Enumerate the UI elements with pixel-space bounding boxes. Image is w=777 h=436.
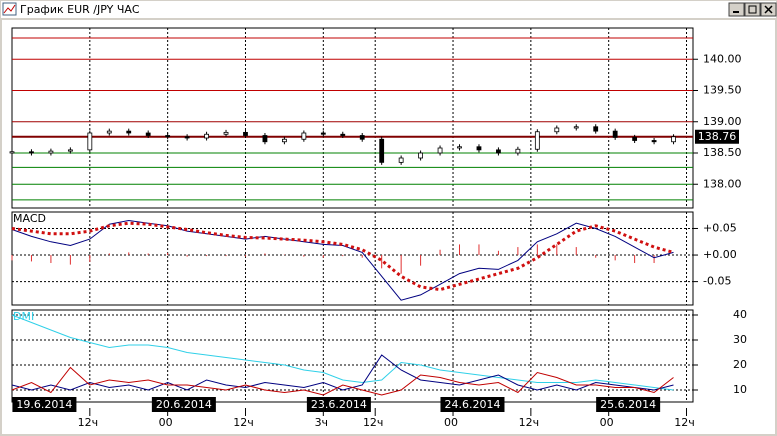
indicator-line [11,354,674,391]
candle-body [281,138,287,143]
date-label: 23.6.2014 [311,398,367,411]
candle-body [554,127,560,133]
indicator-line [11,314,674,391]
y-tick-label: 138.00 [703,177,742,190]
close-button[interactable] [760,2,777,17]
x-tick-label: 12ч [233,416,254,429]
window-title: График EUR /JPY ЧАС [20,3,140,16]
indicator-line [11,219,674,301]
date-label: 19.6.2014 [16,398,72,411]
candle-body [418,152,424,159]
candle-body [476,146,482,151]
candle-body [106,130,112,134]
y-tick-label: 139.50 [703,84,742,97]
candle-body [320,132,326,135]
indicator-line [11,366,674,396]
x-tick-label: 00 [159,416,173,429]
x-tick-label: 12ч [363,416,384,429]
candle-body [612,130,618,138]
y-tick-label: 30 [733,333,747,346]
y-tick-label: +0.05 [703,221,737,234]
date-label: 20.6.2014 [156,398,212,411]
candle-body [379,138,385,163]
candle-body [9,151,15,154]
candle-body [632,136,638,141]
candle-body [145,132,151,136]
candle-body [457,146,462,149]
candle-body [67,149,73,152]
x-tick-label: 12ч [78,416,99,429]
candle-body [223,131,229,135]
date-label-box [596,397,661,412]
x-tick-label: 3ч [315,416,329,429]
y-tick-label: 140.00 [703,52,742,65]
candle-body [534,131,540,150]
panel-title: DMI [13,310,34,323]
candle-body [593,126,599,132]
date-label-box [440,397,505,412]
candle-body [671,136,676,143]
candle-body [29,151,34,154]
candle-body [165,135,171,138]
candle-body [204,133,209,139]
x-tick-label: 12ч [519,416,540,429]
candle-body [126,130,132,134]
date-label-box [306,397,371,412]
candle-body [359,135,365,140]
y-tick-label: 139.00 [703,115,742,128]
candle-body [243,131,248,136]
candle-body [87,132,93,151]
panel-title: MACD [13,212,46,225]
y-tick-label: 40 [733,308,747,321]
y-tick-label: +0.00 [703,248,737,261]
date-label-box [151,397,216,412]
y-tick-label: 10 [733,383,747,396]
title-bar [1,1,776,18]
date-label: 25.6.2014 [600,398,656,411]
candle-body [398,157,404,163]
panel-frame [11,309,694,403]
x-tick-label: 12ч [674,416,695,429]
window-icon-graph [3,4,16,14]
y-tick-label: 138.50 [703,146,742,159]
signal-line [11,221,674,292]
minimize-button[interactable] [728,2,745,17]
last-price-box [695,129,739,144]
x-tick-label: 00 [444,416,458,429]
candle-body [301,132,307,140]
date-label-box [12,397,77,412]
restore-button[interactable] [744,2,761,17]
y-tick-label: -0.05 [703,275,731,288]
candle-body [262,135,268,143]
x-tick-label: 00 [600,416,614,429]
last-price-label: 138.76 [698,130,737,143]
candle-body [437,147,443,154]
panel-frame [11,211,694,306]
candle-body [48,150,54,154]
candle-body [515,148,521,154]
y-tick-label: 20 [733,358,747,371]
candle-body [651,140,657,143]
date-label: 24.6.2014 [444,398,500,411]
panel-frame [11,27,694,209]
candle-body [496,149,501,154]
candle-body [184,136,190,139]
candle-body [340,133,346,136]
candle-body [573,126,579,129]
